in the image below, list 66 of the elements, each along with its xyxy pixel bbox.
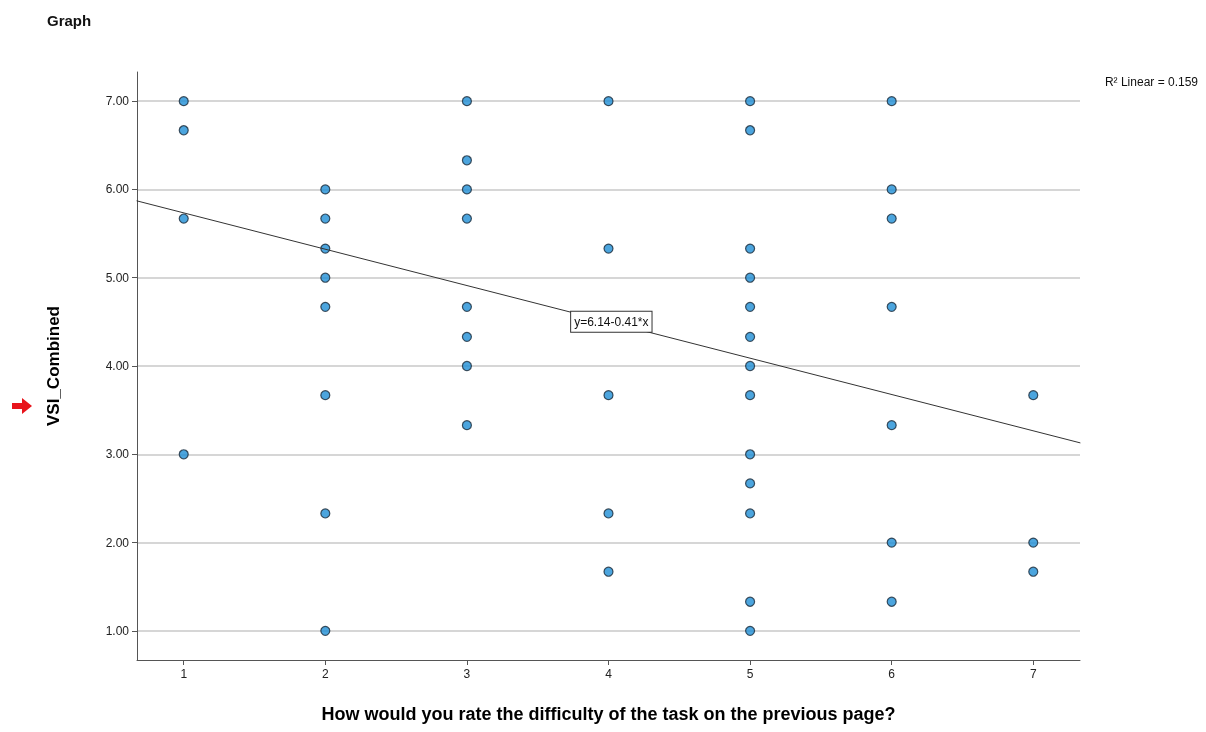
- y-tick-label: 2.00: [105, 535, 130, 550]
- point: [603, 243, 614, 254]
- point: [1028, 390, 1039, 401]
- point: [745, 301, 756, 312]
- point: [745, 625, 756, 636]
- point: [320, 272, 331, 283]
- annotation: y=6.14-0.41*x: [574, 314, 649, 329]
- point: [745, 125, 756, 136]
- point: [886, 301, 897, 312]
- y-tick-label: 7.00: [105, 94, 130, 109]
- point: [745, 331, 756, 342]
- point: [461, 96, 473, 107]
- point: [745, 390, 756, 401]
- text: R² Linear = 0.159: [1104, 75, 1199, 89]
- x-tick-label: 2: [321, 667, 329, 681]
- point: [745, 272, 756, 283]
- point: [178, 125, 189, 136]
- point: [461, 184, 473, 195]
- x-tick-label: 5: [746, 667, 754, 681]
- point: [461, 213, 473, 224]
- x-tick-label: 3: [463, 667, 471, 681]
- point: [603, 508, 614, 519]
- point: [745, 508, 756, 519]
- point: [320, 390, 331, 401]
- x-tick-label: 4: [605, 667, 613, 681]
- x-axis-title: How would you rate the difficulty of the task on the previous page?: [321, 704, 896, 724]
- point: [886, 596, 897, 607]
- point: [461, 155, 473, 166]
- x-tick-label: 1: [180, 667, 188, 681]
- point: [745, 96, 756, 107]
- point: [461, 331, 473, 342]
- point: [178, 449, 189, 460]
- point: [745, 596, 756, 607]
- y-axis-title: VSI_Combined: [44, 306, 63, 426]
- y-tick-label: 6.00: [105, 182, 130, 197]
- point: [178, 213, 189, 224]
- point: [320, 625, 331, 636]
- x-tick-label: 7: [1029, 667, 1037, 681]
- point: [745, 360, 756, 372]
- point: [886, 184, 897, 195]
- point: [320, 184, 331, 195]
- point: [461, 420, 473, 431]
- point: [886, 420, 897, 431]
- point: [603, 566, 614, 577]
- point: [886, 537, 897, 548]
- point: [178, 96, 189, 107]
- point: [1028, 566, 1039, 577]
- point: [603, 390, 614, 401]
- point: [320, 508, 331, 519]
- y-tick-label: 5.00: [105, 270, 130, 285]
- point: [320, 301, 331, 312]
- point: [745, 243, 756, 254]
- point: [320, 213, 331, 224]
- point: [461, 301, 473, 312]
- chart-title: Graph: [47, 12, 92, 29]
- point: [886, 213, 897, 224]
- point: [461, 360, 473, 372]
- point: [886, 96, 897, 107]
- y-tick-label: 1.00: [105, 623, 130, 638]
- point: [603, 96, 614, 107]
- point: [1028, 537, 1039, 548]
- point: [745, 449, 756, 460]
- y-tick-label: 4.00: [105, 359, 130, 373]
- point: [745, 478, 756, 489]
- y-tick-label: 3.00: [105, 447, 130, 462]
- x-tick-label: 6: [888, 667, 896, 681]
